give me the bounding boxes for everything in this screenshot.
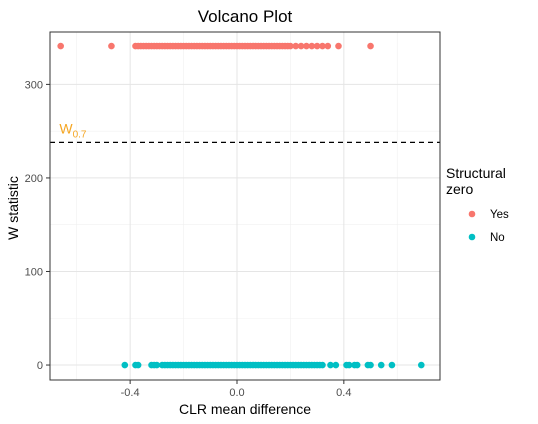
y-axis-ticks: 0 100 200 300	[25, 79, 50, 372]
point-yes	[108, 42, 115, 50]
point-yes	[297, 42, 305, 50]
y-tick-label: 200	[25, 173, 43, 185]
point-no	[367, 361, 374, 369]
legend-key-no	[468, 233, 476, 241]
point-yes	[335, 42, 342, 50]
chart-title: Volcano Plot	[198, 7, 293, 26]
grid-lines	[50, 32, 440, 380]
y-tick-label: 0	[37, 360, 43, 372]
point-no	[388, 361, 396, 369]
x-tick-label: 0.0	[229, 387, 244, 399]
legend-label-no: No	[490, 232, 505, 244]
threshold-label-subscript: 0.7	[73, 129, 87, 140]
x-tick-label: 0.4	[336, 387, 351, 399]
legend: Structural zero Yes No	[446, 165, 509, 244]
point-no	[319, 361, 326, 369]
legend-title-line-1: Structural	[446, 165, 506, 181]
point-no	[121, 361, 129, 369]
point-yes	[308, 42, 316, 50]
point-yes	[319, 42, 326, 50]
point-yes	[57, 42, 64, 50]
plot-panel-border	[49, 31, 441, 381]
point-no	[377, 361, 385, 369]
point-no	[353, 361, 361, 369]
threshold-group: W0.7	[50, 120, 440, 143]
point-yes	[303, 42, 310, 50]
point-no	[332, 361, 340, 369]
x-axis-ticks: -0.4 0.0 0.4	[121, 380, 351, 399]
point-yes	[292, 42, 300, 50]
point-yes	[313, 42, 321, 50]
y-tick-label: 100	[25, 266, 43, 278]
x-axis-title: CLR mean difference	[179, 401, 311, 417]
point-no	[418, 361, 425, 369]
point-yes	[287, 42, 294, 50]
legend-key-yes	[468, 210, 476, 218]
y-axis-title: W statistic	[5, 176, 21, 240]
x-tick-label: -0.4	[121, 387, 140, 399]
threshold-label-main: W	[59, 120, 73, 136]
point-no	[134, 361, 142, 369]
legend-title-line-2: zero	[446, 181, 473, 197]
point-no	[327, 361, 334, 369]
data-points	[57, 42, 425, 369]
point-no	[345, 361, 353, 369]
legend-label-yes: Yes	[490, 209, 509, 221]
point-yes	[367, 42, 374, 50]
point-yes	[324, 42, 332, 50]
threshold-label: W0.7	[59, 120, 87, 140]
point-no	[153, 361, 161, 369]
y-tick-label: 300	[25, 79, 43, 91]
